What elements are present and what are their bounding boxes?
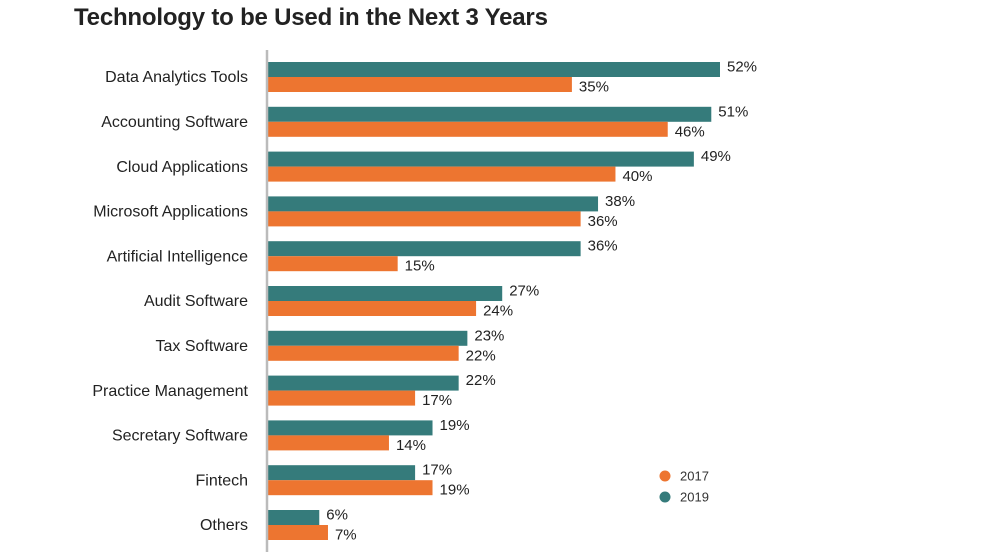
bar-2019 [267,510,320,525]
bar-2019 [267,62,720,77]
data-label-2019: 49% [701,148,731,165]
data-label-2017: 15% [405,258,435,275]
category-label: Artificial Intelligence [107,248,249,265]
bar-2017 [267,211,581,227]
data-label-2019: 36% [588,238,618,255]
chart-title: Technology to be Used in the Next 3 Year… [74,4,548,31]
data-label-2017: 36% [588,213,618,230]
bar-2017 [267,435,389,451]
data-label-2019: 52% [727,58,757,75]
category-label: Accounting Software [101,114,248,131]
data-label-2017: 24% [483,302,513,319]
data-label-2019: 51% [718,103,748,120]
bar-2019 [267,286,503,301]
data-label-2017: 46% [675,123,705,140]
legend-label-2019: 2019 [680,489,709,504]
category-label: Microsoft Applications [93,204,248,221]
category-label: Practice Management [92,383,248,400]
bar-2017 [267,121,668,137]
bar-2017 [267,345,459,361]
data-label-2017: 22% [466,347,496,364]
legend-marker-2019 [659,491,671,503]
legend-label-2017: 2017 [680,468,709,483]
bar-2019 [267,196,599,212]
bar-2019 [267,330,468,346]
data-label-2019: 23% [474,327,504,344]
data-label-2019: 6% [326,506,348,523]
data-label-2019: 19% [440,417,470,434]
data-label-2017: 19% [440,482,470,499]
bar-2017 [267,525,328,540]
bar-2019 [267,151,694,167]
bar-2017 [267,390,416,406]
bar-2017 [267,301,477,316]
bar-2019 [267,465,416,481]
bar-2019 [267,420,433,436]
bar-2019 [267,106,712,122]
data-label-2017: 17% [422,392,452,409]
bar-2017 [267,166,616,182]
bar-2019 [267,375,459,391]
category-label: Tax Software [156,338,249,355]
bar-2017 [267,77,572,92]
category-label: Fintech [196,472,248,489]
data-label-2017: 14% [396,437,426,454]
data-label-2019: 17% [422,462,452,479]
data-label-2019: 27% [509,282,539,299]
data-label-2019: 38% [605,193,635,210]
data-label-2017: 7% [335,526,357,543]
category-label: Cloud Applications [116,159,248,176]
category-label: Data Analytics Tools [105,69,248,86]
bar-2017 [267,256,398,272]
category-label: Secretary Software [112,428,248,445]
data-label-2019: 22% [466,372,496,389]
data-label-2017: 35% [579,78,609,95]
category-label: Audit Software [144,293,248,310]
data-label-2017: 40% [622,168,652,185]
bar-2017 [267,480,433,496]
category-label: Others [200,517,248,534]
bar-2019 [267,241,581,257]
legend-marker-2017 [659,470,671,482]
